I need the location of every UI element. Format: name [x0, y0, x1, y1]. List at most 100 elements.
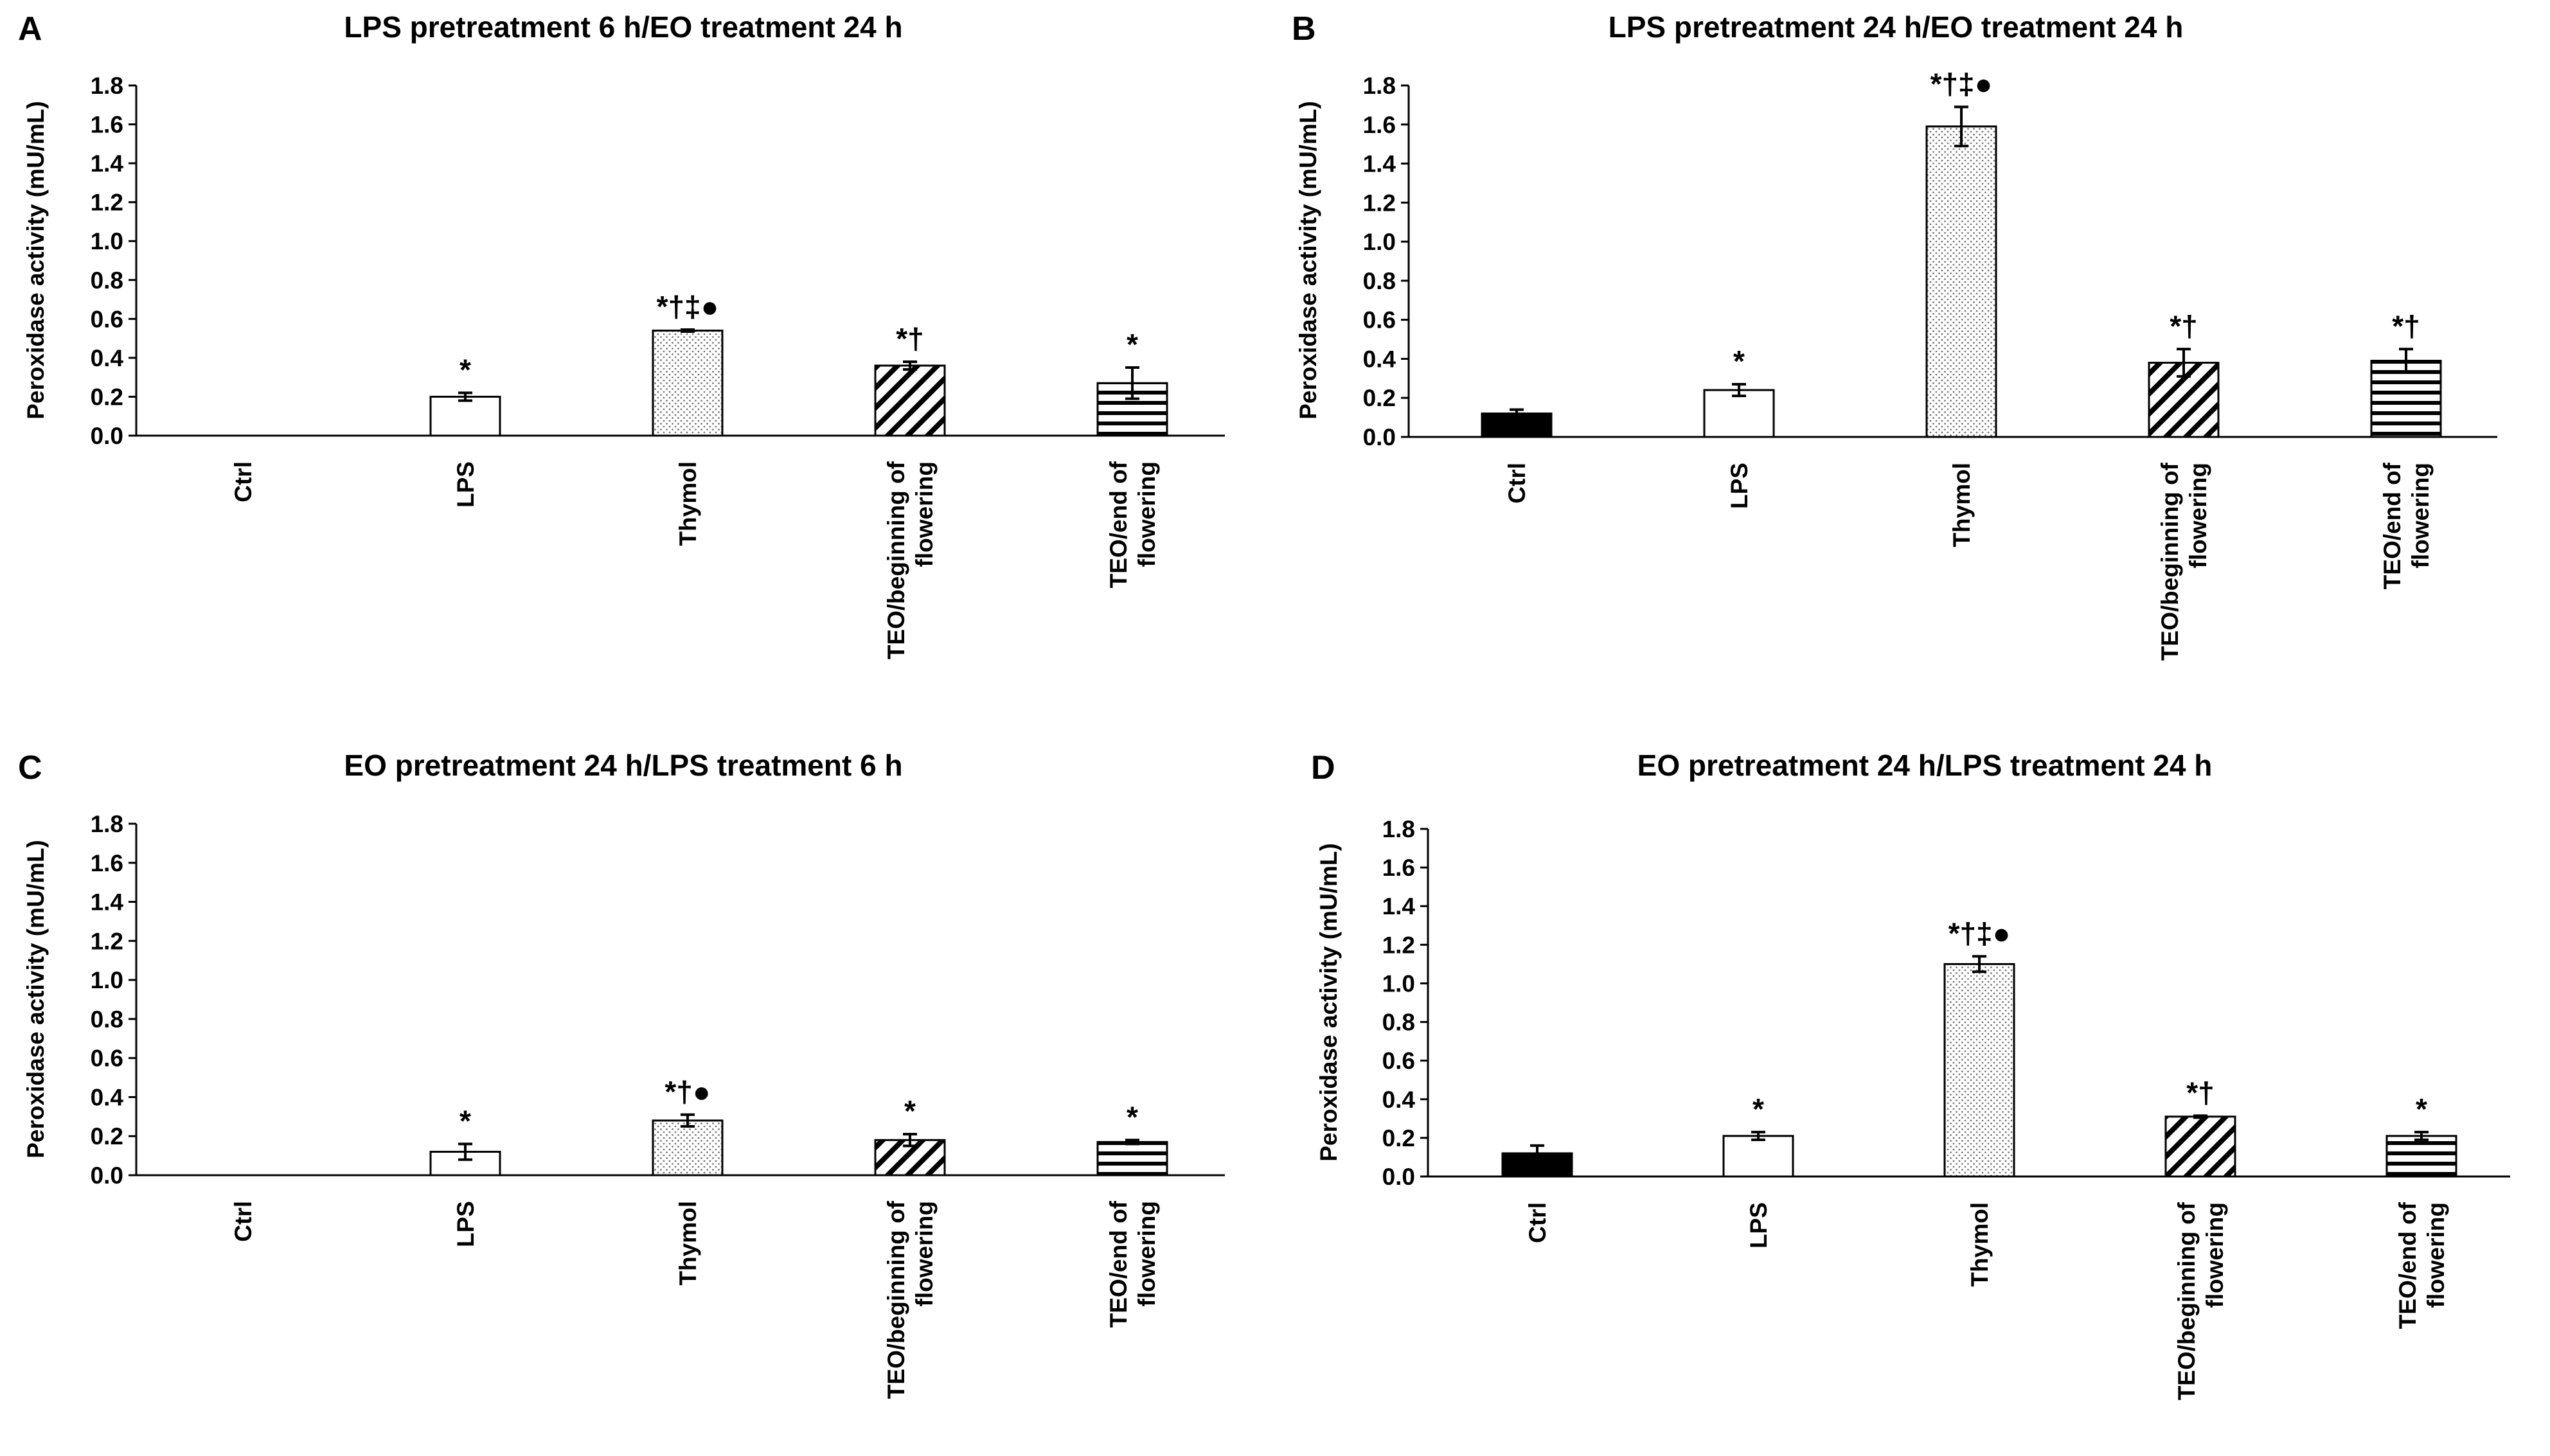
y-tick-label: 1.6	[1363, 112, 1396, 138]
panel-letter: B	[1292, 10, 1316, 48]
y-tick-label: 0.6	[1382, 1048, 1415, 1074]
significance-label: *†‡●	[1930, 67, 1993, 100]
chart-title: LPS pretreatment 24 h/EO treatment 24 h	[1609, 10, 2184, 44]
x-tick-label: TEO/beginning offlowering	[883, 1200, 938, 1399]
bar-2	[1703, 389, 1775, 438]
x-tick-label: LPS	[1726, 463, 1752, 509]
significance-label: *	[459, 353, 471, 386]
panel-letter: D	[1311, 749, 1335, 786]
x-tick-label-line: TEO/end of	[1105, 1200, 1132, 1327]
y-tick-label: 1.8	[91, 811, 123, 837]
x-tick-label: TEO/end offlowering	[2379, 462, 2434, 589]
x-tick-label: LPS	[452, 1201, 479, 1247]
x-tick-label-text: TEO/end offlowering	[1105, 1200, 1160, 1327]
x-tick-label-line: TEO/end of	[2394, 1202, 2421, 1329]
x-tick-label-text: LPS	[452, 461, 479, 508]
x-tick-label: TEO/end offlowering	[2394, 1202, 2449, 1329]
significance-label: *†	[2186, 1076, 2214, 1109]
chart-title: EO pretreatment 24 h/LPS treatment 6 h	[344, 749, 902, 782]
x-tick-label-line: TEO/beginning of	[2173, 1202, 2200, 1400]
x-tick-label-text: TEO/beginning offlowering	[2157, 462, 2211, 661]
y-tick-label: 1.2	[1363, 190, 1396, 216]
y-tick-label: 0.0	[1363, 424, 1396, 450]
y-tick-label: 1.8	[1382, 816, 1415, 842]
x-tick-label-line: flowering	[911, 461, 938, 567]
y-axis-label: Peroxidase activity (mU/mL)	[1315, 843, 1342, 1162]
x-tick-label-line: flowering	[911, 1201, 938, 1306]
y-tick-label: 1.0	[1363, 229, 1396, 255]
y-tick-label: 1.4	[91, 150, 124, 177]
x-tick-label: Thymol	[675, 461, 701, 546]
bar-3	[1943, 963, 2015, 1178]
x-tick-label-line: flowering	[1134, 461, 1160, 567]
significance-label: *†●	[664, 1075, 710, 1108]
significance-label: *	[1733, 344, 1745, 378]
x-tick-label: TEO/end offlowering	[1105, 461, 1160, 588]
x-tick-label-text: LPS	[1726, 463, 1752, 509]
y-tick-label: 1.4	[1382, 893, 1416, 919]
x-tick-label: Thymol	[675, 1201, 701, 1286]
x-tick-label: TEO/beginning offlowering	[2157, 462, 2211, 661]
y-tick-label: 1.6	[91, 850, 123, 876]
significance-label: *	[2416, 1092, 2427, 1126]
significance-label: *	[1127, 328, 1138, 361]
significance-label: *	[459, 1104, 471, 1137]
bar-5	[1096, 1141, 1168, 1176]
chart-panel-a: A LPS pretreatment 6 h/EO treatment 24 h P…	[18, 10, 1225, 659]
x-tick-label: Ctrl	[230, 1201, 256, 1242]
y-axis-label: Peroxidase activity (mU/mL)	[22, 101, 49, 420]
y-tick-label: 1.4	[1363, 151, 1396, 177]
x-tick-label-line: TEO/beginning of	[2157, 462, 2183, 661]
y-tick-label: 0.8	[91, 267, 123, 294]
y-tick-label: 0.0	[91, 423, 123, 449]
y-tick-label: 1.2	[91, 928, 123, 954]
y-tick-label: 1.8	[91, 73, 123, 99]
x-tick-label: Ctrl	[1524, 1202, 1551, 1243]
x-tick-label-text: TEO/beginning offlowering	[2173, 1202, 2228, 1400]
x-tick-label-text: TEO/end offlowering	[1105, 461, 1160, 588]
x-tick-label: TEO/beginning offlowering	[883, 461, 938, 659]
y-tick-label: 0.6	[91, 1045, 123, 1072]
significance-label: *†	[896, 322, 923, 355]
y-axis-label: Peroxidase activity (mU/mL)	[22, 840, 49, 1159]
bar-2	[1722, 1135, 1794, 1178]
x-tick-label-line: TEO/end of	[1105, 461, 1132, 588]
y-tick-label: 0.4	[1382, 1087, 1416, 1113]
y-tick-label: 0.8	[1363, 268, 1396, 294]
chart-panel-b: B LPS pretreatment 24 h/EO treatment 24 h…	[1292, 10, 2497, 661]
y-tick-label: 0.0	[91, 1162, 123, 1189]
bar-4	[874, 364, 946, 437]
y-tick-label: 1.0	[91, 228, 123, 254]
x-tick-label-text: Thymol	[675, 461, 701, 546]
significance-label: *	[1127, 1100, 1138, 1133]
chart-panel-d: D EO pretreatment 24 h/LPS treatment 24 h…	[1311, 749, 2510, 1400]
bar-3	[652, 330, 724, 437]
x-tick-label-text: Ctrl	[230, 1201, 256, 1242]
x-tick-label: TEO/beginning offlowering	[2173, 1202, 2228, 1400]
x-tick-label: Ctrl	[230, 461, 256, 502]
y-tick-label: 0.2	[1382, 1125, 1415, 1151]
y-tick-label: 1.6	[1382, 855, 1415, 881]
bar-3	[1925, 125, 1997, 438]
x-tick-label: Thymol	[1966, 1202, 1993, 1287]
significance-label: *	[1752, 1092, 1764, 1126]
x-tick-label-text: TEO/beginning offlowering	[883, 461, 938, 659]
x-tick-label-text: TEO/end offlowering	[2379, 462, 2434, 589]
x-tick-label-text: TEO/beginning offlowering	[883, 1200, 938, 1399]
y-tick-label: 0.4	[1363, 346, 1396, 372]
x-tick-label-text: LPS	[452, 1201, 479, 1247]
chart-title: EO pretreatment 24 h/LPS treatment 24 h	[1637, 749, 2213, 782]
significance-label: *†‡●	[657, 290, 719, 323]
x-tick-label-line: TEO/beginning of	[883, 1200, 909, 1399]
x-tick-label-text: Ctrl	[230, 461, 256, 502]
x-tick-label: LPS	[1745, 1202, 1772, 1248]
significance-label: *†‡●	[1948, 916, 2011, 950]
bar-2	[429, 395, 501, 437]
x-tick-label-line: TEO/end of	[2379, 462, 2405, 589]
x-tick-label-text: Ctrl	[1504, 463, 1530, 504]
y-tick-label: 0.2	[91, 384, 123, 410]
panel-letter: C	[18, 749, 42, 786]
y-tick-label: 1.8	[1363, 73, 1396, 99]
x-tick-label-line: flowering	[2407, 463, 2434, 568]
